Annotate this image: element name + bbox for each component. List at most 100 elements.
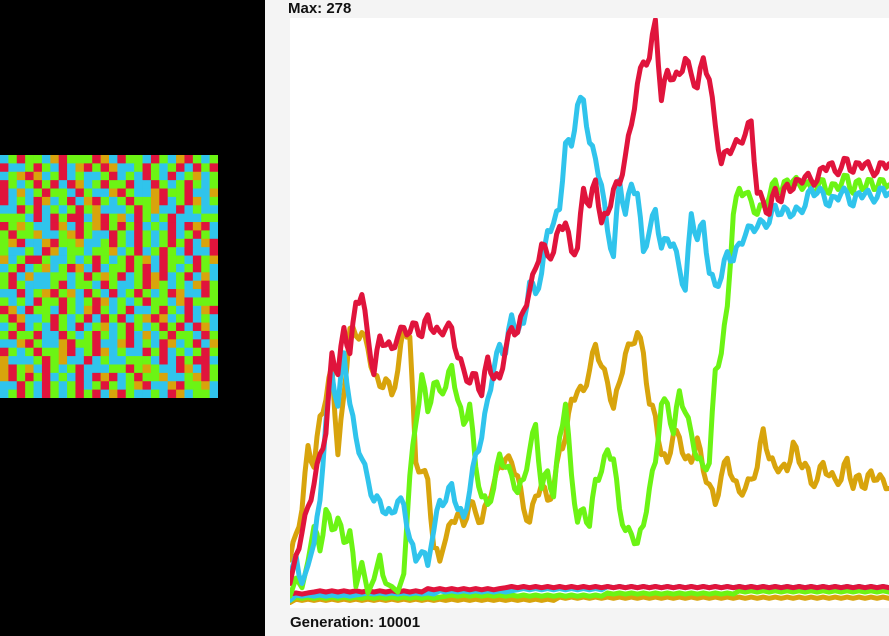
grid-cell	[75, 180, 85, 189]
grid-cell	[184, 297, 194, 307]
grid-cell	[41, 238, 51, 248]
grid-cell	[142, 297, 152, 307]
grid-cell	[159, 289, 169, 298]
grid-cell	[33, 222, 43, 231]
grid-cell	[125, 314, 135, 323]
grid-cell	[142, 213, 152, 223]
grid-cell	[201, 171, 211, 181]
grid-cell	[75, 330, 85, 340]
grid-cell	[150, 330, 160, 340]
grid-cell	[41, 263, 51, 273]
grid-cell	[67, 163, 76, 173]
grid-cell	[25, 372, 34, 382]
grid-cell	[16, 280, 26, 290]
grid-cell	[159, 305, 169, 315]
grid-cell	[50, 213, 60, 223]
grid-cell	[209, 305, 218, 315]
grid-cell	[142, 238, 152, 248]
grid-cell	[117, 171, 127, 181]
grid-cell	[83, 280, 93, 290]
grid-cell	[100, 280, 110, 290]
grid-cell	[58, 372, 68, 382]
grid-cell	[176, 205, 185, 215]
grid-cell	[201, 322, 211, 332]
grid-cell	[67, 222, 76, 231]
grid-cell	[25, 322, 34, 332]
grid-cell	[159, 372, 169, 382]
grid-cell	[67, 364, 76, 374]
grid-cell	[125, 372, 135, 382]
grid-cell	[92, 163, 102, 173]
grid-cell	[209, 255, 218, 265]
grid-cell	[33, 188, 43, 198]
grid-cell	[209, 171, 218, 181]
grid-cell	[117, 188, 127, 198]
grid-cell	[109, 347, 118, 357]
grid-cell	[192, 322, 202, 332]
grid-cell	[100, 180, 110, 189]
grid-cell	[25, 180, 34, 189]
grid-cell	[75, 305, 85, 315]
grid-cell	[100, 247, 110, 256]
grid-cell	[33, 247, 43, 256]
grid-cell	[159, 347, 169, 357]
grid-cell	[50, 255, 60, 265]
grid-cell	[134, 188, 143, 198]
grid-cell	[125, 280, 135, 290]
grid-cell	[192, 213, 202, 223]
grid-cell	[83, 356, 93, 365]
grid-cell	[209, 330, 218, 340]
grid-cell	[134, 247, 143, 256]
grid-cell	[50, 305, 60, 315]
grid-cell	[8, 238, 18, 248]
grid-cell	[192, 196, 202, 206]
grid-cell	[209, 163, 218, 173]
grid-cell	[167, 339, 177, 349]
grid-cell	[167, 213, 177, 223]
grid-cell	[92, 280, 102, 290]
grid-cell	[109, 205, 118, 215]
grid-cell	[184, 389, 194, 398]
grid-cell	[33, 389, 43, 398]
grid-cell	[16, 238, 26, 248]
grid-cell	[150, 213, 160, 223]
grid-cell	[8, 347, 18, 357]
grid-cell	[25, 188, 34, 198]
grid-cell	[142, 180, 152, 189]
grid-cell	[142, 372, 152, 382]
grid-cell	[75, 280, 85, 290]
grid-cell	[192, 255, 202, 265]
grid-cell	[125, 205, 135, 215]
grid-cell	[33, 289, 43, 298]
grid-cell	[16, 205, 26, 215]
grid-cell	[201, 381, 211, 391]
grid-cell	[134, 305, 143, 315]
grid-cell	[92, 238, 102, 248]
grid-cell	[176, 330, 185, 340]
grid-cell	[134, 255, 143, 265]
grid-cell	[159, 155, 169, 164]
grid-cell	[176, 339, 185, 349]
grid-cell	[58, 356, 68, 365]
grid-cell	[92, 196, 102, 206]
grid-cell	[159, 314, 169, 323]
grid-cell	[142, 222, 152, 231]
grid-cell	[16, 196, 26, 206]
grid-cell	[117, 364, 127, 374]
grid-cell	[192, 247, 202, 256]
series-line	[290, 18, 889, 586]
grid-cell	[109, 272, 118, 282]
grid-cell	[109, 263, 118, 273]
grid-cell	[58, 171, 68, 181]
grid-cell	[83, 322, 93, 332]
grid-cell	[150, 305, 160, 315]
grid-cell	[41, 314, 51, 323]
grid-cell	[134, 347, 143, 357]
grid-cell	[50, 330, 60, 340]
grid-cell	[92, 272, 102, 282]
grid-cell	[125, 356, 135, 365]
grid-cell	[33, 381, 43, 391]
grid-cell	[117, 372, 127, 382]
grid-cell	[142, 155, 152, 164]
grid-cell	[100, 330, 110, 340]
